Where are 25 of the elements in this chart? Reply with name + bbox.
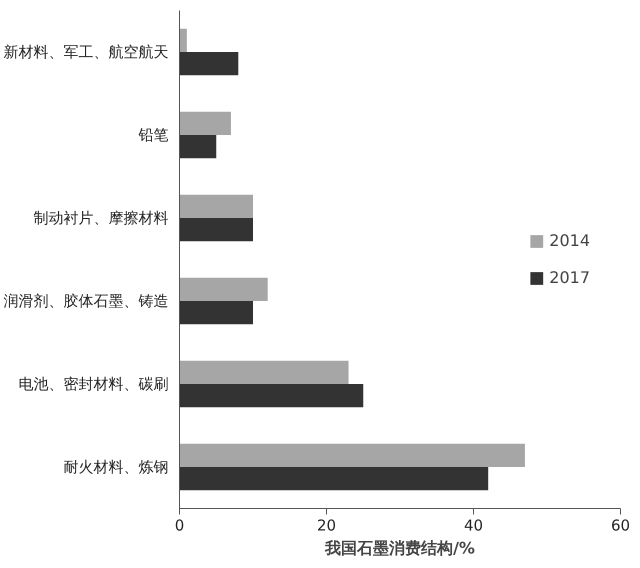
bar: [180, 444, 525, 467]
bar: [180, 384, 364, 408]
bar: [180, 467, 488, 490]
bar: [180, 52, 238, 76]
x-tick-label: 60: [610, 516, 630, 534]
y-tick-label: 电池、密封材料、碳刷: [18, 375, 168, 393]
y-tick-label: 润滑剂、胶体石墨、铸造: [4, 292, 168, 310]
bar: [180, 194, 253, 218]
bar: [180, 112, 231, 135]
bar: [180, 28, 187, 52]
x-axis-title: 我国石墨消费结构/%: [324, 538, 475, 558]
x-tick-label: 40: [464, 516, 484, 534]
y-tick-label: 耐火材料、炼钢: [64, 458, 168, 476]
bar: [180, 135, 216, 158]
legend-label: 2014: [549, 231, 590, 250]
bar: [180, 278, 268, 301]
y-tick-label: 新材料、军工、航空航天: [4, 43, 168, 61]
bar: [180, 360, 349, 384]
x-tick-label: 0: [174, 516, 184, 534]
y-tick-label: 制动衬片、摩擦材料: [34, 209, 168, 227]
y-tick-label: 铅笔: [138, 126, 168, 144]
bar: [180, 301, 253, 324]
x-tick-label: 20: [316, 516, 336, 534]
bar: [180, 218, 253, 242]
legend-label: 2017: [549, 268, 590, 287]
